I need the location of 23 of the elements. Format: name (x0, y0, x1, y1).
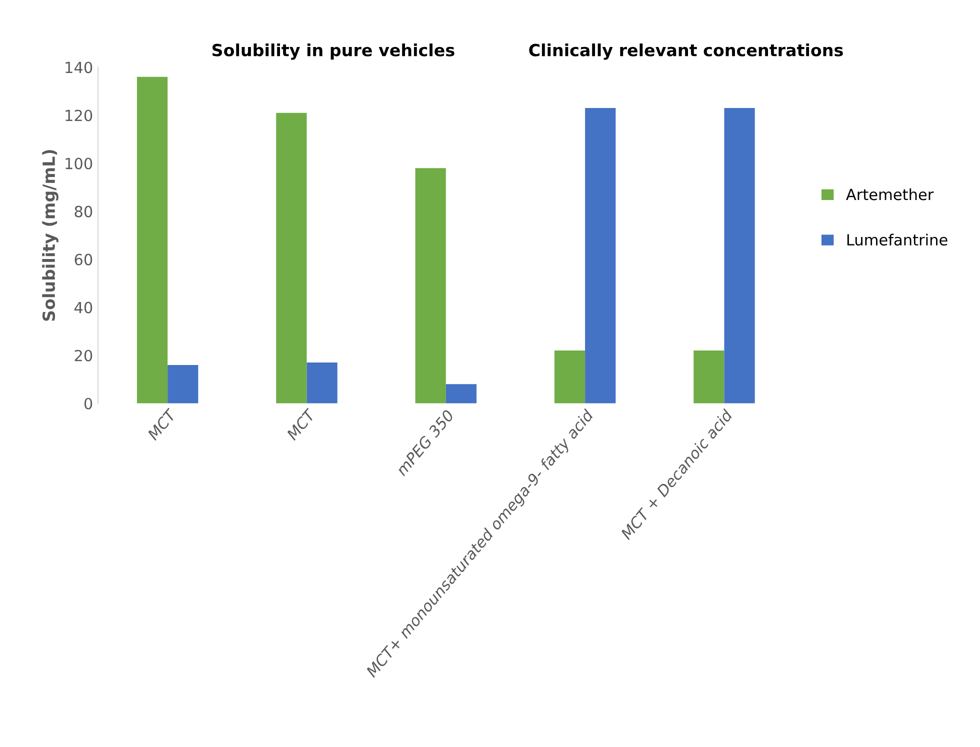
y-tick-label: 40 (74, 302, 92, 314)
bar (585, 108, 616, 404)
y-tick-label: 20 (74, 350, 92, 362)
y-axis-title: Solubility (mg/mL) (42, 150, 58, 321)
bar (446, 384, 477, 404)
text: Solubility in pure vehicles (212, 44, 454, 60)
bar (136, 76, 168, 404)
text: Clinically relevant concentrations (529, 44, 843, 60)
bar (554, 350, 586, 404)
y-tick-label: 60 (74, 254, 92, 266)
bar (168, 364, 198, 404)
legend-label: Artemether (846, 188, 934, 200)
bar (415, 168, 446, 404)
y-tick-label: 100 (66, 158, 92, 170)
y-tick-label: 140 (66, 62, 92, 74)
y-tick-label: 0 (84, 398, 92, 410)
legend-label: Lumefantrine (847, 234, 948, 246)
bar (276, 112, 307, 404)
bar (724, 108, 755, 404)
y-tick-label: 120 (66, 110, 92, 122)
y-tick-label: 80 (74, 206, 92, 218)
bar (694, 350, 724, 404)
bar (306, 362, 338, 404)
